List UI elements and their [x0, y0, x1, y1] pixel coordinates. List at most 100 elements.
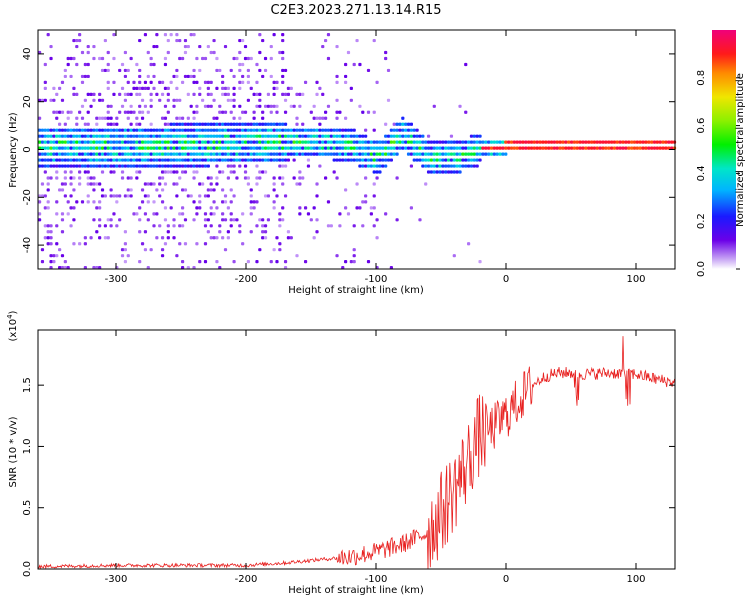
heatmap-cell [118, 146, 122, 150]
heatmap-cell [52, 128, 56, 132]
colorbar-tick-label: 0.4 [696, 165, 707, 181]
heatmap-cell [395, 218, 399, 222]
heatmap-cell [226, 140, 230, 144]
heatmap-cell [266, 134, 270, 138]
heatmap-cell [232, 146, 236, 150]
heatmap-cell [258, 158, 262, 162]
heatmap-cell [321, 116, 325, 120]
heatmap-cell [223, 248, 228, 252]
heatmap-cell [163, 62, 168, 67]
heatmap-cell [109, 122, 113, 126]
heatmap-cell [281, 218, 285, 222]
heatmap-cell [43, 194, 47, 198]
heatmap-cell [235, 128, 239, 132]
heatmap-cell [166, 98, 170, 102]
heatmap-cell [212, 140, 216, 144]
heatmap-cell [146, 146, 150, 150]
heatmap-cell [66, 116, 70, 120]
heatmap-cell [275, 110, 279, 114]
heatmap-cell [315, 230, 319, 234]
heatmap-cell [58, 266, 62, 270]
heatmap-cell [598, 146, 602, 150]
heatmap-cell [69, 152, 73, 156]
heatmap-cell [118, 218, 122, 222]
heatmap-cell [206, 164, 210, 168]
heatmap-cell [160, 164, 165, 168]
heatmap-cell [335, 44, 339, 49]
heatmap-cell [152, 182, 156, 186]
heatmap-cell [406, 140, 411, 144]
heatmap-cell [60, 182, 65, 186]
heatmap-cell [86, 74, 90, 79]
heatmap-cell [301, 134, 305, 138]
colorbar-tick-label: 0.8 [696, 70, 707, 86]
heatmap-cell [544, 146, 548, 150]
heatmap-cell [60, 110, 65, 114]
heatmap-cell [60, 188, 65, 192]
heatmap-cell [446, 146, 451, 150]
heatmap-cell [155, 92, 159, 96]
heatmap-cell [60, 80, 65, 84]
heatmap-cell [106, 152, 110, 156]
heatmap-cell [143, 182, 148, 186]
heatmap-cell [255, 158, 259, 162]
heatmap-cell [109, 140, 113, 144]
heatmap-cell [72, 128, 76, 132]
heatmap-cell [324, 152, 328, 156]
heatmap-cell [223, 128, 228, 132]
heatmap-cell [335, 116, 339, 120]
heatmap-cell [215, 122, 219, 126]
heatmap-cell [241, 80, 245, 84]
heatmap-cell [103, 236, 107, 240]
heatmap-cell [547, 146, 551, 150]
heatmap-cell [258, 92, 262, 96]
heatmap-cell [449, 164, 454, 168]
heatmap-cell [106, 146, 110, 150]
heatmap-cell [252, 122, 256, 126]
heatmap-cell [275, 134, 279, 138]
heatmap-cell [278, 218, 282, 222]
heatmap-cell [415, 146, 419, 150]
heatmap-cell [195, 110, 199, 114]
heatmap-cell [69, 140, 73, 144]
heatmap-cell [561, 146, 565, 150]
heatmap-cell [189, 158, 193, 162]
heatmap-cell [298, 152, 302, 156]
heatmap-cell [146, 152, 150, 156]
heatmap-cell [272, 176, 276, 180]
heatmap-cell [469, 140, 474, 144]
heatmap-cell [475, 134, 479, 138]
heatmap-cell [384, 164, 388, 168]
heatmap-cell [212, 50, 216, 55]
heatmap-cell [469, 146, 474, 150]
heatmap-cell [135, 212, 139, 216]
heatmap-cell [301, 128, 305, 132]
heatmap-cell [46, 164, 50, 168]
heatmap-cell [409, 122, 413, 126]
heatmap-cell [429, 140, 434, 144]
heatmap-cell [335, 110, 339, 114]
heatmap-cell [183, 164, 188, 168]
heatmap-cell [258, 122, 262, 126]
heatmap-cell [132, 134, 136, 138]
y-tick-label: 0 [22, 146, 33, 152]
heatmap-cell [341, 134, 345, 138]
heatmap-cell [172, 140, 176, 144]
heatmap-cell [146, 164, 150, 168]
heatmap-cell [286, 140, 291, 144]
heatmap-cell [381, 146, 385, 150]
heatmap-cell [361, 134, 365, 138]
heatmap-cell [195, 206, 199, 210]
heatmap-cell [226, 128, 230, 132]
heatmap-cell [189, 134, 193, 138]
heatmap-cell [160, 116, 165, 120]
heatmap-cell [298, 128, 302, 132]
heatmap-cell [458, 170, 462, 174]
heatmap-cell [452, 164, 456, 168]
heatmap-cell [352, 152, 356, 156]
heatmap-cell [152, 158, 156, 162]
heatmap-cell [135, 158, 139, 162]
heatmap-cell [344, 146, 348, 150]
multiplier-close: ) [8, 310, 19, 314]
heatmap-cell [315, 116, 319, 120]
